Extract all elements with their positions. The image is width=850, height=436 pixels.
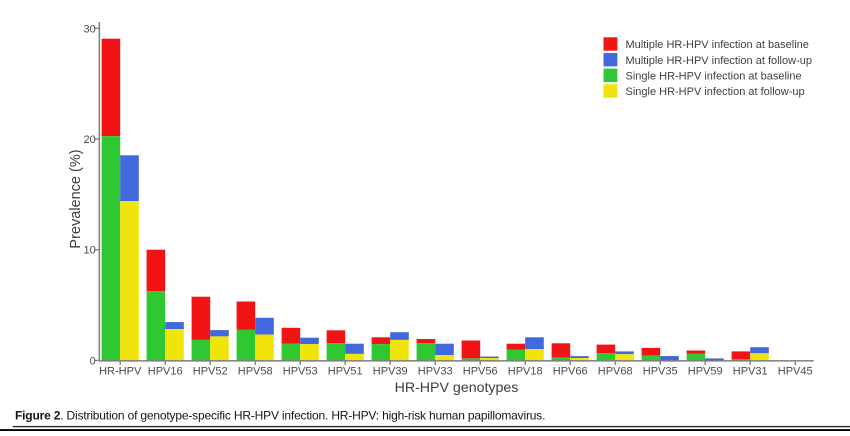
svg-text:HPV31: HPV31 bbox=[733, 366, 768, 378]
svg-text:HPV52: HPV52 bbox=[193, 366, 228, 378]
svg-text:HR-HPV genotypes: HR-HPV genotypes bbox=[395, 380, 519, 396]
svg-text:Single HR-HPV infection at fol: Single HR-HPV infection at follow-up bbox=[626, 86, 805, 98]
svg-text:Single HR-HPV infection at bas: Single HR-HPV infection at baseline bbox=[626, 71, 802, 83]
svg-text:Prevalence (%): Prevalence (%) bbox=[68, 149, 84, 248]
svg-text:HPV68: HPV68 bbox=[598, 366, 633, 378]
svg-text:30: 30 bbox=[84, 23, 96, 35]
svg-text:HPV53: HPV53 bbox=[283, 366, 318, 378]
svg-text:HPV33: HPV33 bbox=[418, 366, 453, 378]
svg-text:HPV66: HPV66 bbox=[553, 366, 588, 378]
svg-text:HPV39: HPV39 bbox=[373, 366, 408, 378]
svg-text:HPV18: HPV18 bbox=[508, 366, 543, 378]
svg-text:HPV51: HPV51 bbox=[328, 366, 363, 378]
svg-text:Figure 2. Distribution of geno: Figure 2. Distribution of genotype-speci… bbox=[15, 409, 545, 423]
svg-text:HPV16: HPV16 bbox=[148, 366, 183, 378]
svg-text:20: 20 bbox=[84, 134, 96, 146]
svg-text:Multiple HR-HPV infection at b: Multiple HR-HPV infection at baseline bbox=[626, 39, 809, 51]
svg-text:10: 10 bbox=[84, 245, 96, 257]
svg-text:HPV58: HPV58 bbox=[238, 366, 273, 378]
svg-text:HPV45: HPV45 bbox=[778, 366, 813, 378]
svg-text:HPV35: HPV35 bbox=[643, 366, 678, 378]
svg-text:HPV56: HPV56 bbox=[463, 366, 498, 378]
svg-text:0: 0 bbox=[90, 355, 96, 367]
svg-text:Multiple HR-HPV infection at f: Multiple HR-HPV infection at follow-up bbox=[626, 55, 812, 67]
svg-text:HR-HPV: HR-HPV bbox=[99, 366, 142, 378]
svg-text:HPV59: HPV59 bbox=[688, 366, 723, 378]
